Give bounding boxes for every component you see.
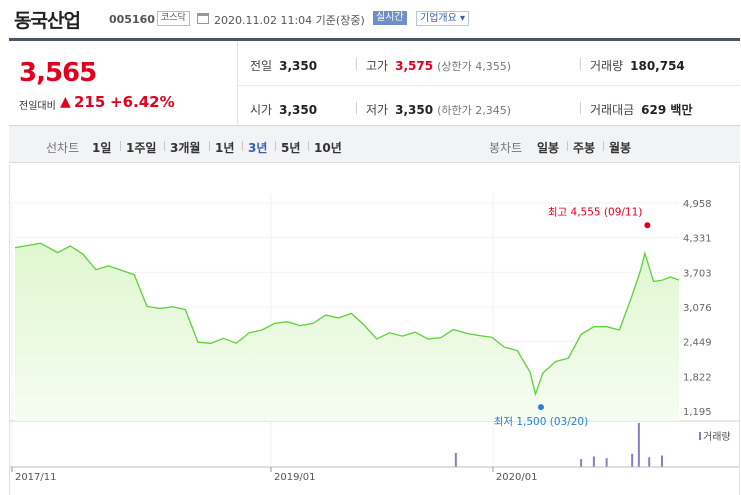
volume-bar (580, 459, 583, 467)
summary-row-divider (237, 85, 740, 86)
stock-code: 005160 (109, 13, 155, 26)
market-badge: 코스닥 (157, 11, 190, 26)
x-tick-label: 2017/11 (15, 472, 57, 483)
price-chart-area: 4,958 4,331 3,703 3,076 2,449 1,822 1,195 최고 4,… (9, 165, 740, 495)
prev-close-value: 3,350 (279, 59, 318, 73)
high-price: 고가 3,575 (상한가 4,355) (366, 57, 511, 74)
volume-legend-swatch (699, 432, 701, 440)
company-overview-dropdown[interactable]: 기업개요 ▾ (416, 11, 469, 26)
volume-bar (631, 453, 634, 467)
current-price: 3,565 (19, 58, 97, 88)
y-tick-label: 1,195 (683, 407, 712, 418)
open-value: 3,350 (279, 103, 318, 117)
volume-bar (454, 452, 457, 467)
trade-amount: 거래대금 629 백만 (590, 101, 692, 118)
lower-limit: (하한가 2,345) (437, 104, 511, 117)
volume-bar (592, 456, 595, 467)
tab-1day[interactable]: 1일 (92, 141, 112, 155)
tab-3year[interactable]: 3년 (248, 141, 268, 155)
tab-divider (603, 141, 604, 151)
price-summary: 3,565 전일대비 ▲ 215 +6.42% 전일 3,350 고가 3,575(… (9, 41, 740, 126)
high-label: 고가 (366, 59, 389, 73)
trade-amount-value: 629 백만 (641, 103, 693, 117)
line-chart-label: 선차트 (46, 141, 80, 155)
tab-divider (209, 141, 210, 151)
min-point-marker (537, 404, 544, 411)
volume-value: 180,754 (630, 59, 685, 73)
high-value: 3,575 (395, 59, 434, 73)
tab-1week[interactable]: 1주일 (126, 141, 157, 155)
tab-divider (164, 141, 165, 151)
volume-bar (660, 455, 663, 467)
price-area (15, 243, 679, 421)
header-divider (9, 38, 740, 41)
volume-bar (637, 423, 640, 467)
cell-divider (580, 58, 581, 70)
tab-1year[interactable]: 1년 (215, 141, 235, 155)
stock-name: 동국산업 (14, 10, 81, 32)
quote-datetime: 2020.11.02 11:04 기준(장중) (214, 14, 365, 27)
cell-divider (580, 102, 581, 114)
prev-close: 전일 3,350 (250, 57, 317, 74)
open-label: 시가 (250, 103, 273, 117)
up-arrow-icon: ▲ (60, 94, 71, 110)
tab-divider (120, 141, 121, 151)
candle-chart-label: 봉차트 (489, 141, 523, 155)
tab-divider (242, 141, 243, 151)
tab-divider (308, 141, 309, 151)
change-label: 전일대비 (19, 101, 56, 112)
tab-monthly-candle[interactable]: 월봉 (609, 141, 632, 155)
summary-divider (237, 41, 238, 126)
low-price: 저가 3,350 (하한가 2,345) (366, 101, 511, 118)
y-tick-label: 1,822 (683, 372, 712, 383)
tab-5year[interactable]: 5년 (281, 141, 301, 155)
tab-weekly-candle[interactable]: 주봉 (573, 141, 596, 155)
change-amount: 215 (74, 93, 106, 111)
prev-close-label: 전일 (250, 59, 273, 73)
volume-bar (648, 457, 651, 467)
calendar-icon (197, 13, 209, 24)
chart-period-tabs: 선차트 1일 1주일 3개월 1년 3년 5년 10년 봉차트 일봉 주봉 월봉 (9, 126, 740, 163)
open-price: 시가 3,350 (250, 101, 317, 118)
volume: 거래량 180,754 (590, 57, 685, 74)
low-label: 저가 (366, 103, 389, 117)
y-tick-label: 3,703 (683, 268, 712, 279)
tab-divider (567, 141, 568, 151)
y-tick-label: 3,076 (683, 303, 712, 314)
upper-limit: (상한가 4,355) (437, 60, 511, 73)
tab-10year[interactable]: 10년 (314, 141, 342, 155)
low-value: 3,350 (395, 103, 434, 117)
min-point-label: 최저 1,500 (03/20) (494, 416, 589, 428)
y-tick-label: 4,958 (683, 199, 712, 210)
volume-label: 거래량 (590, 59, 624, 73)
realtime-button[interactable]: 실시간 (373, 11, 407, 25)
volume-legend-label: 거래량 (703, 431, 731, 443)
stock-header: 동국산업 005160 코스닥 2020.11.02 11:04 기준(장중) … (0, 0, 741, 40)
price-chart: 4,958 4,331 3,703 3,076 2,449 1,822 1,195 최고 4,… (10, 195, 739, 483)
cell-divider (356, 102, 357, 114)
price-line (14, 242, 680, 397)
tab-divider (275, 141, 276, 151)
y-tick-label: 2,449 (683, 338, 712, 349)
x-tick-label: 2020/01 (496, 472, 538, 483)
volume-bar (605, 458, 608, 467)
max-point-marker (644, 222, 651, 229)
tab-3month[interactable]: 3개월 (170, 141, 201, 155)
trade-amount-label: 거래대금 (590, 103, 635, 117)
tab-daily-candle[interactable]: 일봉 (537, 141, 560, 155)
x-tick-label: 2019/01 (274, 472, 316, 483)
change-percent: +6.42% (110, 93, 175, 111)
y-tick-label: 4,331 (683, 234, 712, 245)
cell-divider (356, 58, 357, 70)
max-point-label: 최고 4,555 (09/11) (548, 206, 643, 218)
